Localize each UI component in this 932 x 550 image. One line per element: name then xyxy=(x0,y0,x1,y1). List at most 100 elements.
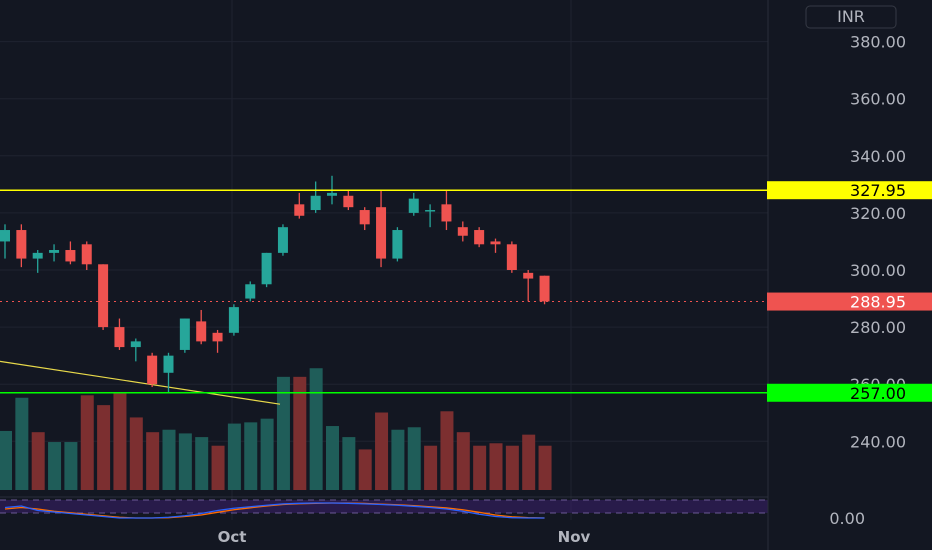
candle-body xyxy=(474,230,485,245)
volume-bar xyxy=(489,443,503,490)
candle[interactable] xyxy=(457,221,468,242)
oscillator-tick-label: 0.00 xyxy=(829,509,865,528)
candle[interactable] xyxy=(16,224,27,268)
time-tick-label: Nov xyxy=(558,528,591,546)
candle[interactable] xyxy=(0,224,10,259)
last-price-badge: 288.95 xyxy=(767,292,932,312)
volume-bar xyxy=(97,405,111,490)
candle-body xyxy=(196,321,207,342)
volume-bar xyxy=(375,412,389,490)
volume-bar xyxy=(424,445,438,490)
volume-bar xyxy=(473,445,487,490)
volume-bar xyxy=(407,427,421,490)
candle[interactable] xyxy=(490,238,501,253)
candle-body xyxy=(310,195,321,211)
candle[interactable] xyxy=(343,190,354,211)
candle-body xyxy=(179,318,190,350)
candle-body xyxy=(81,244,92,265)
candle[interactable] xyxy=(114,318,125,350)
candle[interactable] xyxy=(212,329,223,353)
price-axis[interactable]: 380.00360.00340.00320.00300.00280.00260.… xyxy=(767,0,906,550)
trendline-layer[interactable] xyxy=(0,360,281,405)
currency-button-frame xyxy=(805,5,897,29)
price-tick-label: 280.00 xyxy=(850,318,906,337)
volume-bar xyxy=(505,445,519,490)
price-tick-label: 320.00 xyxy=(850,204,906,223)
volume-bars xyxy=(0,368,552,490)
price-badges: 327.95 288.95 257.00 xyxy=(767,181,932,403)
candle-body xyxy=(16,230,27,259)
candle-body xyxy=(212,332,223,342)
currency-button[interactable]: INR xyxy=(805,5,897,29)
candle[interactable] xyxy=(539,275,550,305)
candle-body xyxy=(425,210,436,212)
volume-bar xyxy=(80,395,94,490)
candle-body xyxy=(65,250,76,262)
candle[interactable] xyxy=(376,190,387,268)
candle[interactable] xyxy=(49,244,60,262)
volume-bar xyxy=(211,445,225,490)
volume-bar xyxy=(276,376,290,490)
price-tick-label: 380.00 xyxy=(850,33,906,52)
candle[interactable] xyxy=(359,207,370,231)
candle[interactable] xyxy=(196,309,207,345)
candle-body xyxy=(376,207,387,259)
volume-bar xyxy=(64,442,78,490)
candle-body xyxy=(277,227,288,253)
candle[interactable] xyxy=(32,250,43,273)
volume-bar xyxy=(293,376,307,490)
candle[interactable] xyxy=(130,338,141,362)
price-levels[interactable] xyxy=(0,189,768,394)
descending-trendline[interactable] xyxy=(0,360,281,405)
volume-bar xyxy=(358,449,372,490)
candle-body xyxy=(392,230,403,259)
volume-bar xyxy=(391,429,405,490)
candle[interactable] xyxy=(506,241,517,273)
candle-body xyxy=(441,204,452,222)
candle[interactable] xyxy=(523,270,534,302)
volume-bar xyxy=(113,392,127,490)
candle[interactable] xyxy=(228,304,239,336)
candle[interactable] xyxy=(163,352,174,393)
candle-body xyxy=(294,204,305,216)
candle[interactable] xyxy=(277,224,288,256)
candle[interactable] xyxy=(147,352,158,388)
volume-bar xyxy=(146,432,160,490)
oscillator-pane xyxy=(0,499,768,519)
volume-bar xyxy=(15,397,29,490)
candle[interactable] xyxy=(98,264,109,330)
time-tick-label: Oct xyxy=(218,528,247,546)
oscillator-band xyxy=(0,500,768,513)
oscillator-main-line xyxy=(4,502,545,519)
price-tick-label: 300.00 xyxy=(850,261,906,280)
resistance-price-badge-background xyxy=(767,181,932,200)
support-price-badge-label: 257.00 xyxy=(850,384,906,403)
candle[interactable] xyxy=(294,192,305,219)
volume-bar xyxy=(456,432,470,490)
candle[interactable] xyxy=(441,190,452,231)
time-axis[interactable]: Oct Nov xyxy=(218,528,591,546)
candle-body xyxy=(408,198,419,213)
resistance-price-badge: 327.95 xyxy=(767,181,932,200)
candle-body xyxy=(228,307,239,333)
candle[interactable] xyxy=(179,318,190,353)
candle-body xyxy=(457,227,468,236)
candle-body xyxy=(359,210,370,225)
candle[interactable] xyxy=(245,281,256,302)
candle-body xyxy=(114,327,125,348)
candle[interactable] xyxy=(425,204,436,228)
last-price-badge-background xyxy=(767,292,932,311)
candle[interactable] xyxy=(261,252,272,288)
candle[interactable] xyxy=(392,227,403,262)
volume-bar xyxy=(538,445,552,490)
candle[interactable] xyxy=(474,227,485,248)
oscillator-signal-line xyxy=(4,502,545,519)
candle[interactable] xyxy=(310,181,321,213)
volume-bar xyxy=(244,422,258,490)
candle[interactable] xyxy=(81,241,92,270)
candle[interactable] xyxy=(65,241,76,265)
candle[interactable] xyxy=(408,192,419,216)
candle-body xyxy=(49,250,60,253)
